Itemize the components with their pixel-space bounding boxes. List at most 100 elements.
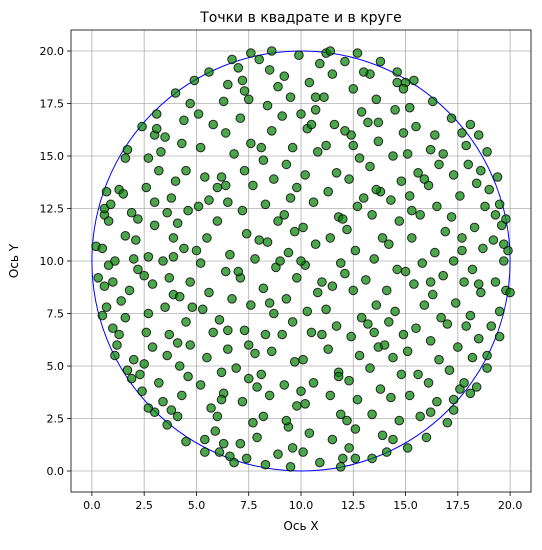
scatter-point [388,352,398,363]
scatter-point [373,117,384,128]
scatter-point [490,277,501,287]
scatter-point [292,401,302,411]
scatter-point [202,233,212,243]
scatter-point [227,54,237,65]
scatter-point [499,256,509,266]
scatter-point [467,352,478,363]
scatter-point [402,443,413,453]
scatter-point [237,75,248,86]
scatter-point [344,375,354,386]
scatter-point [298,354,308,365]
scatter-point [434,354,444,365]
scatter-point [448,405,459,415]
scatter-point [398,128,409,138]
scatter-point [256,369,267,380]
scatter-point [254,235,264,245]
scatter-point [208,119,218,130]
scatter-point [446,113,457,123]
scatter-point [369,327,379,338]
scatter-point [409,279,419,289]
scatter-point [200,447,210,457]
scatter-point [384,317,394,327]
y-axis-label: Ось Y [7,243,21,278]
x-tick-label: 12.5 [341,499,366,512]
scatter-point [164,273,175,283]
y-tick-label: 5.0 [47,360,65,373]
scatter-point [137,386,147,397]
scatter-point [120,312,131,323]
scatter-point [166,193,177,203]
scatter-point [396,369,407,380]
scatter-point [206,403,216,413]
scatter-point [333,371,344,382]
scatter-point [312,287,323,298]
scatter-point [287,317,298,327]
scatter-point [494,306,505,317]
scatter-point [108,323,118,334]
scatter-point [124,285,135,296]
scatter-point [174,291,185,302]
scatter-point [367,210,377,220]
scatter-point [105,199,116,210]
scatter-point [358,193,369,203]
scatter-point [377,233,388,243]
scatter-point [187,302,198,313]
scatter-point [331,168,342,178]
scatter-point [338,453,348,464]
scatter-point [473,279,484,289]
scatter-point [170,88,181,98]
scatter-point [262,100,273,111]
scatter-point [212,216,223,226]
scatter-point [365,161,375,172]
scatter-point [258,411,269,422]
scatter-point [300,399,310,409]
scatter-point [279,210,290,220]
scatter-point [329,119,340,130]
scatter-point [108,277,118,287]
scatter-point [183,205,193,216]
scatter-point [350,453,361,464]
scatter-point [229,457,239,468]
scatter-point [419,300,430,310]
scatter-point [404,390,415,401]
scatter-point [260,199,271,210]
scatter-point [411,121,421,132]
scatter-point [350,424,361,434]
scatter-point [308,378,319,388]
scatter-point [248,180,258,191]
scatter-point [344,443,354,453]
scatter-point [340,126,350,136]
scatter-point [352,48,363,58]
scatter-point [488,235,499,245]
scatter-point [193,109,204,119]
scatter-point [310,92,321,102]
scatter-point [166,405,177,415]
scatter-point [323,344,333,355]
scatter-point [193,201,204,212]
scatter-point [453,342,463,352]
scatter-point [126,373,137,384]
x-tick-label: 10.0 [289,499,314,512]
scatter-point [367,409,377,420]
scatter-point [363,117,373,128]
scatter-point [256,142,267,153]
scatter-point [354,350,365,361]
scatter-point [404,191,415,201]
scatter-point [430,130,440,140]
scatter-point [160,302,170,313]
scatter-point [246,300,256,310]
scatter-point [386,392,396,403]
scatter-point [162,207,172,218]
scatter-point [415,411,425,422]
scatter-point [101,302,112,313]
scatter-point [317,329,327,340]
scatter-point [181,436,191,447]
scatter-point [216,394,227,405]
scatter-point [463,159,474,170]
scatter-point [388,434,398,445]
scatter-point [172,411,183,422]
scatter-point [455,191,465,201]
scatter-point [172,218,183,228]
scatter-point [323,186,333,197]
